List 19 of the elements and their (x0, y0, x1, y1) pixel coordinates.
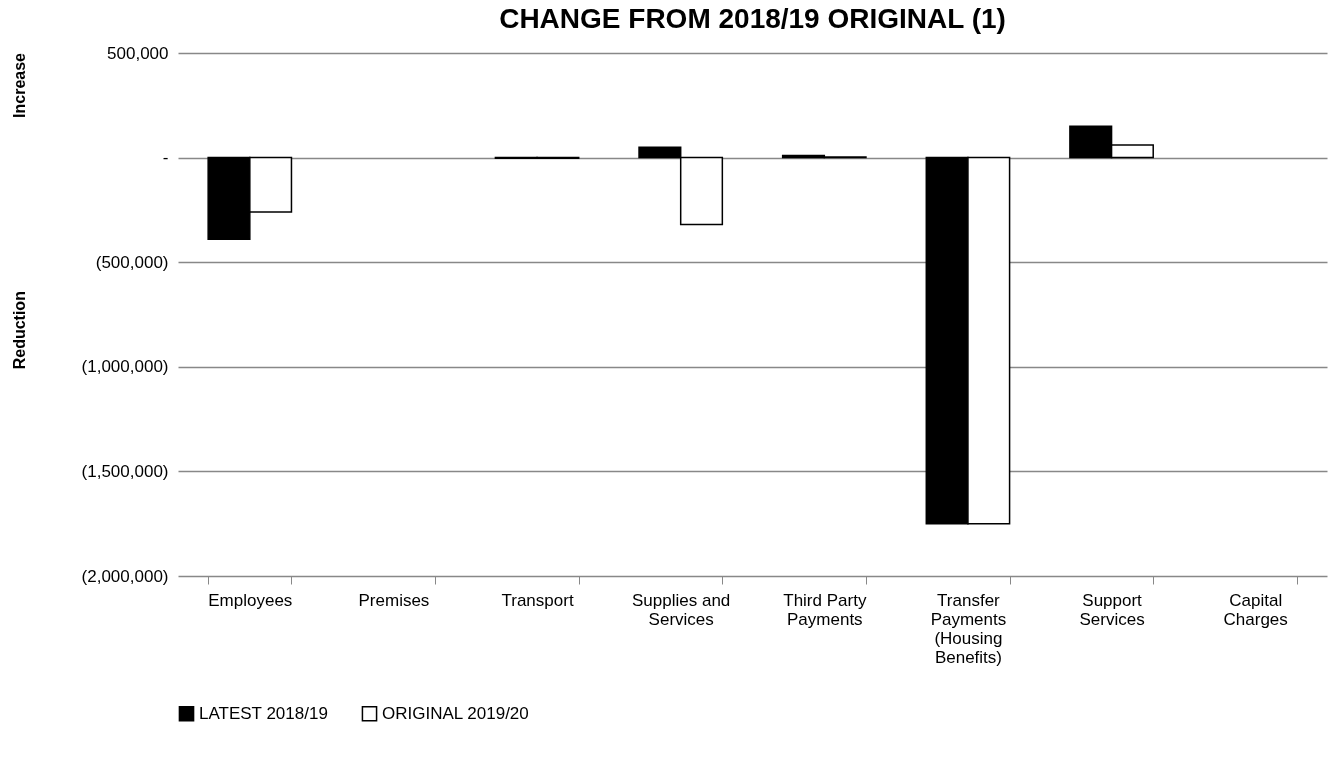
legend-label: LATEST 2018/19 (199, 703, 328, 723)
y-tick-label: - (162, 148, 169, 168)
y-tick-label: (1,500,000) (81, 461, 169, 481)
x-tick-label: Premises (358, 590, 430, 610)
x-tick-label: Supplies and Services (632, 590, 731, 629)
text: Increase (11, 52, 28, 118)
y-tick-label: (500,000) (95, 252, 169, 272)
x-tick-label: Capital Charges (1223, 590, 1288, 629)
x-tick-label: Transport (501, 590, 574, 610)
y-tick-label: 500,000 (107, 43, 169, 63)
chart-title: CHANGE FROM 2018/19 ORIGINAL (1) (499, 3, 1006, 34)
y-tick-label: (1,000,000) (81, 357, 169, 377)
x-tick-label: Third Party Payments (783, 590, 867, 629)
x-tick-label: Support Services (1079, 590, 1145, 629)
x-tick-label: Employees (208, 590, 293, 610)
legend-label: ORIGINAL 2019/20 (382, 703, 529, 723)
x-tick-label: Transfer Payments (Housing Benefits) (930, 590, 1007, 667)
y-axis-title: Reduction (11, 291, 28, 370)
y-tick-label: (2,000,000) (81, 566, 169, 586)
